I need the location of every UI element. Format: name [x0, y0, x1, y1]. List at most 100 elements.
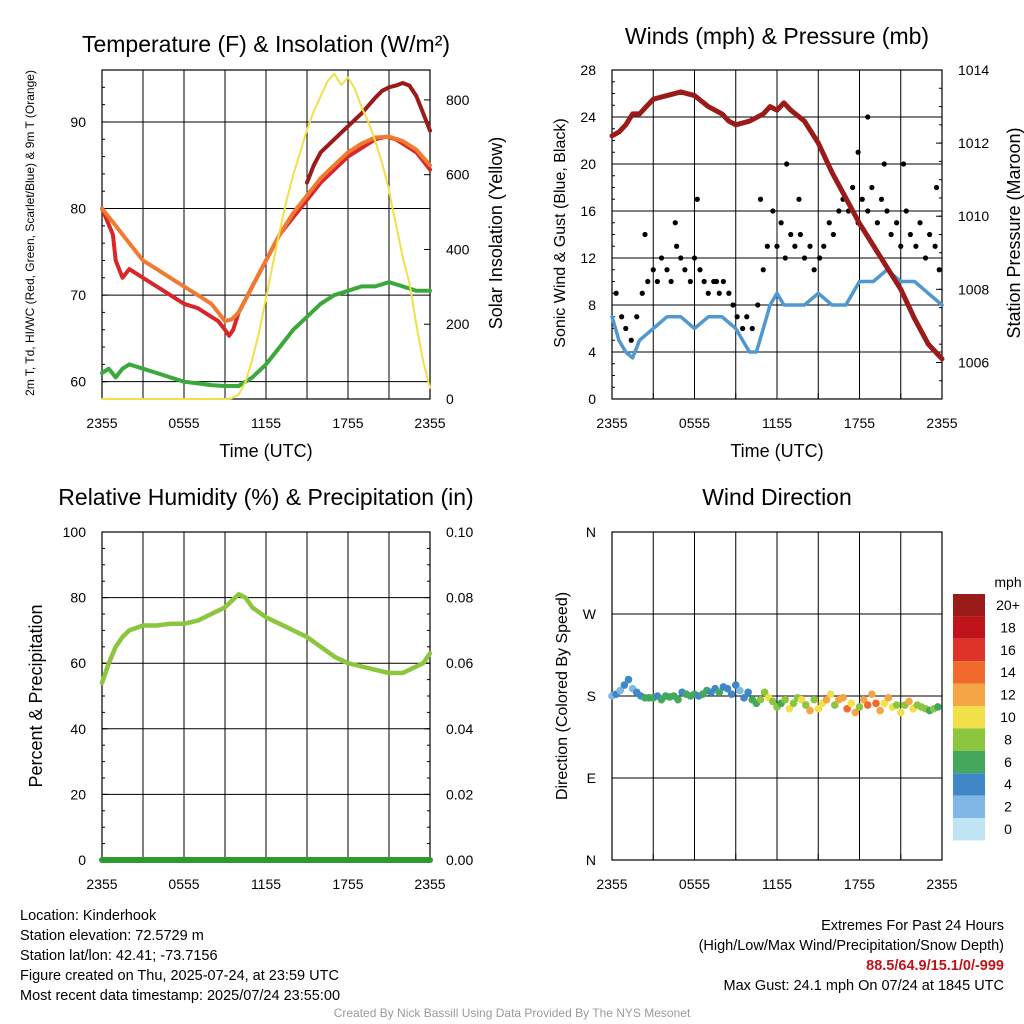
gust-point: [716, 290, 722, 296]
y2-tick-label: 800: [446, 92, 470, 108]
gust-point: [850, 184, 856, 191]
legend-swatch: [953, 683, 985, 706]
gust-point: [869, 184, 875, 191]
gust-point: [884, 208, 890, 214]
y-tick-label: 60: [70, 655, 86, 671]
y-tick-label: 80: [70, 201, 86, 217]
y2-tick-label: 1012: [958, 135, 989, 151]
humidity-line: [99, 592, 433, 686]
legend-swatch: [953, 661, 985, 684]
x-axis-label: Time (UTC): [219, 441, 312, 461]
y2-tick-label: 600: [446, 167, 470, 183]
temp-series-line-3: [305, 81, 432, 185]
direction-point: [905, 697, 913, 706]
gust-point: [903, 208, 909, 214]
figure-created: Figure created on Thu, 2025-07-24, at 23…: [20, 968, 339, 984]
gust-point: [888, 231, 894, 238]
gust-point: [760, 267, 766, 273]
station-info: Location: Kinderhook Station elevation: …: [20, 906, 340, 1006]
legend-label: 0: [1004, 821, 1012, 837]
x-tick-label: 2355: [414, 415, 445, 431]
x-tick-label: 2355: [596, 415, 627, 431]
legend-swatch: [953, 638, 985, 662]
y-tick-label: 8: [588, 297, 596, 313]
legend-label: 10: [1000, 709, 1016, 725]
direction-point: [727, 690, 736, 698]
gust-point: [658, 255, 665, 261]
direction-point: [826, 690, 835, 698]
gust-point: [788, 231, 794, 238]
gust-point: [674, 243, 680, 249]
direction-point: [616, 686, 625, 695]
direction-point: [863, 701, 872, 709]
x-tick-label: 1155: [762, 415, 792, 431]
gust-point: [726, 290, 732, 296]
y2-tick-label: 0.02: [446, 786, 473, 802]
y-tick-label: 20: [580, 156, 596, 172]
gust-point: [619, 314, 625, 320]
chart-title: Winds (mph) & Pressure (mb): [625, 23, 929, 49]
y2-tick-label: 1008: [958, 281, 989, 297]
legend-label: 6: [1004, 754, 1012, 770]
y-tick-label: 60: [70, 374, 86, 390]
x-axis-label: Time (UTC): [730, 441, 823, 461]
legend-swatch: [953, 773, 985, 796]
gust-point: [634, 314, 640, 320]
gust-point: [764, 243, 770, 249]
station-location: Location: Kinderhook: [20, 908, 157, 924]
direction-point: [715, 688, 724, 697]
direction-point: [880, 699, 889, 708]
gust-point: [701, 278, 707, 285]
gust-point: [770, 208, 776, 214]
x-tick-label: 0555: [679, 415, 710, 431]
y-tick-label: 20: [70, 786, 86, 802]
legend-label: 16: [1000, 642, 1016, 658]
y2-tick-label: 1014: [958, 62, 989, 78]
gust-point: [898, 243, 904, 249]
direction-point: [872, 699, 880, 708]
gust-point: [755, 302, 761, 308]
gust-point: [691, 255, 698, 261]
gust-point: [907, 231, 913, 238]
legend-swatch: [953, 616, 985, 639]
direction-point: [859, 695, 868, 704]
y-tick-label: 28: [580, 62, 596, 78]
y-tick-label: S: [587, 688, 596, 704]
gust-point: [734, 314, 740, 320]
direction-point: [624, 675, 633, 684]
legend-title: mph: [994, 574, 1021, 590]
gust-point: [796, 196, 802, 202]
gust-point: [932, 243, 938, 249]
gust-point: [817, 255, 823, 261]
y-axis-label: Sonic Wind & Gust (Blue, Black): [552, 118, 569, 347]
y-tick-label: E: [587, 770, 596, 786]
y-tick-label: N: [586, 524, 596, 540]
y2-tick-label: 0: [446, 391, 454, 407]
direction-point: [884, 694, 893, 702]
y-tick-label: 80: [70, 590, 86, 606]
gust-point: [613, 290, 619, 296]
gust-point: [730, 302, 736, 308]
gust-point: [865, 208, 871, 214]
gust-point: [807, 243, 813, 249]
gust-point: [894, 220, 900, 226]
x-tick-label: 2355: [414, 876, 445, 892]
gust-point: [720, 278, 726, 285]
gust-point: [826, 220, 832, 226]
legend-label: 4: [1004, 776, 1012, 792]
y-tick-label: 0: [78, 852, 86, 868]
direction-point: [839, 694, 847, 702]
gust-point: [865, 114, 871, 120]
legend-label: 8: [1004, 731, 1012, 747]
direction-point: [785, 704, 794, 713]
gust-point: [913, 243, 919, 249]
gust-point: [697, 267, 703, 273]
gust-point: [740, 325, 746, 332]
direction-point: [934, 703, 942, 711]
x-tick-label: 1155: [762, 876, 792, 892]
temp-series-line-4: [101, 72, 431, 400]
gust-point: [874, 220, 880, 226]
y2-axis-label: Solar Insolation (Yellow): [486, 137, 506, 329]
y2-tick-label: 1010: [958, 208, 989, 224]
legend-label: 20+: [996, 597, 1020, 613]
